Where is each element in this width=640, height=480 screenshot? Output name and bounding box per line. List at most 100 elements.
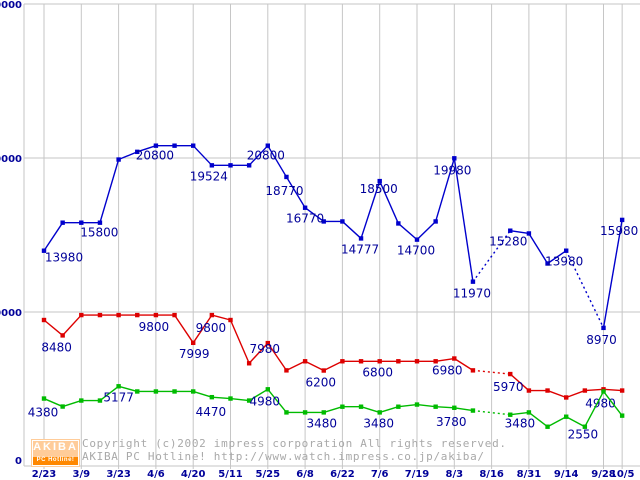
green-price-line-value-label: 5177 (103, 390, 134, 404)
blue-price-line-point (564, 248, 569, 253)
red-price-line-value-label: 9800 (139, 320, 170, 334)
x-tick-label: 8/31 (517, 469, 542, 480)
blue-price-line-value-label: 11970 (453, 287, 491, 301)
blue-price-line-point (228, 163, 233, 168)
red-price-line-segment (192, 314, 213, 344)
green-price-line-point (97, 398, 103, 403)
green-price-line-segment (398, 403, 418, 408)
blue-price-line-segment (285, 176, 306, 209)
red-price-line-segment (286, 360, 306, 371)
x-tick-label: 3/23 (106, 469, 131, 480)
blue-price-line-point (79, 220, 84, 225)
blue-price-line-segment (416, 220, 437, 241)
green-price-line-point (340, 404, 345, 409)
red-price-line-point (172, 312, 177, 318)
green-price-line-segment (435, 406, 455, 409)
x-tick-label: 8/3 (446, 469, 464, 480)
green-price-line-point (396, 404, 401, 409)
blue-price-line-segment (472, 230, 511, 283)
blue-price-line-segment (192, 145, 213, 166)
blue-price-line-value-label: 14777 (341, 242, 379, 256)
green-price-line-segment (547, 416, 567, 428)
red-price-line-value-label: 6800 (362, 365, 393, 379)
blue-price-line-point (302, 205, 308, 210)
green-price-line-segment (379, 406, 399, 414)
y-tick-label: 20000 (0, 154, 22, 165)
red-price-line-point (545, 388, 550, 393)
blue-price-line-point (153, 143, 159, 148)
blue-price-line-point (41, 248, 47, 253)
green-price-line-value-label: 3480 (363, 416, 394, 430)
green-price-line-point (265, 387, 270, 392)
blue-price-line-segment (528, 233, 549, 264)
green-price-line-point (172, 389, 177, 394)
red-price-line-value-label: 9800 (196, 321, 227, 335)
blue-price-line-point (452, 156, 457, 161)
x-tick-label: 10/5 (610, 469, 635, 480)
green-price-line-segment (416, 403, 436, 408)
green-price-line-value-label: 4380 (28, 406, 59, 420)
blue-price-line-segment (434, 158, 455, 222)
red-price-line-point (508, 371, 513, 377)
blue-price-line-segment (565, 250, 605, 329)
red-price-line-value-label: 6200 (305, 376, 336, 390)
red-price-line-segment (304, 360, 325, 372)
blue-price-line-segment (510, 229, 530, 235)
blue-price-line-segment (137, 145, 157, 153)
akiba-pc-hotline-logo: AKIBA PC Hotline! (32, 440, 79, 466)
red-price-line-point (582, 388, 588, 393)
green-price-line-point (433, 404, 438, 409)
red-price-line-segment (453, 357, 474, 371)
blue-price-line-point (601, 325, 606, 331)
red-price-line-segment (565, 389, 586, 399)
blue-price-line-point (526, 231, 532, 236)
red-price-line-point (414, 359, 420, 364)
blue-price-line-segment (379, 180, 399, 224)
blue-price-line-value-label: 13980 (545, 255, 583, 269)
green-price-line-point (246, 398, 252, 403)
red-price-line-segment (435, 357, 455, 362)
green-price-line-point (377, 410, 382, 415)
blue-price-line-point (377, 178, 382, 184)
blue-price-line-point (135, 149, 140, 155)
red-price-line-segment (472, 369, 511, 375)
x-tick-label: 4/20 (181, 469, 206, 480)
red-price-line-point (116, 312, 121, 318)
green-price-line-value-label: 3780 (436, 415, 467, 429)
green-price-line-point (508, 412, 513, 417)
red-price-line-segment (323, 360, 343, 372)
red-price-line-value-label: 5970 (493, 380, 524, 394)
green-price-line-point (564, 414, 569, 419)
green-price-line-segment (118, 385, 138, 393)
red-price-line-point (135, 312, 140, 318)
x-tick-label: 7/19 (405, 469, 430, 480)
red-price-line-point (526, 388, 532, 393)
green-price-line-segment (43, 397, 63, 408)
blue-price-line-point (396, 221, 401, 226)
red-price-line-point (284, 368, 289, 373)
blue-price-line-point (246, 163, 252, 168)
green-price-line-segment (248, 388, 269, 402)
green-price-line-segment (99, 385, 120, 402)
green-price-line-segment (565, 416, 586, 428)
green-price-line-value-label: 3480 (505, 416, 536, 430)
blue-price-line-point (172, 143, 177, 148)
green-price-line-segment (584, 391, 605, 428)
blue-price-line-value-label: 13980 (45, 251, 83, 265)
red-price-line-value-label: 7999 (179, 347, 210, 361)
red-price-line-point (228, 317, 233, 323)
green-price-line-point (284, 410, 289, 415)
x-tick-label: 3/9 (73, 469, 91, 480)
red-price-line-segment (229, 319, 250, 364)
blue-price-line-value-label: 19524 (190, 169, 228, 183)
red-price-line-value-label: 7980 (250, 342, 281, 356)
x-tick-label: 5/11 (218, 469, 243, 480)
red-price-line-point (340, 359, 345, 364)
red-price-line-segment (173, 314, 194, 344)
red-price-line-point (191, 340, 196, 346)
red-price-line-point (396, 359, 401, 364)
red-price-line-segment (248, 342, 269, 364)
blue-price-line-value-label: 15280 (489, 235, 527, 249)
green-price-line-value-label: 2550 (568, 428, 599, 442)
